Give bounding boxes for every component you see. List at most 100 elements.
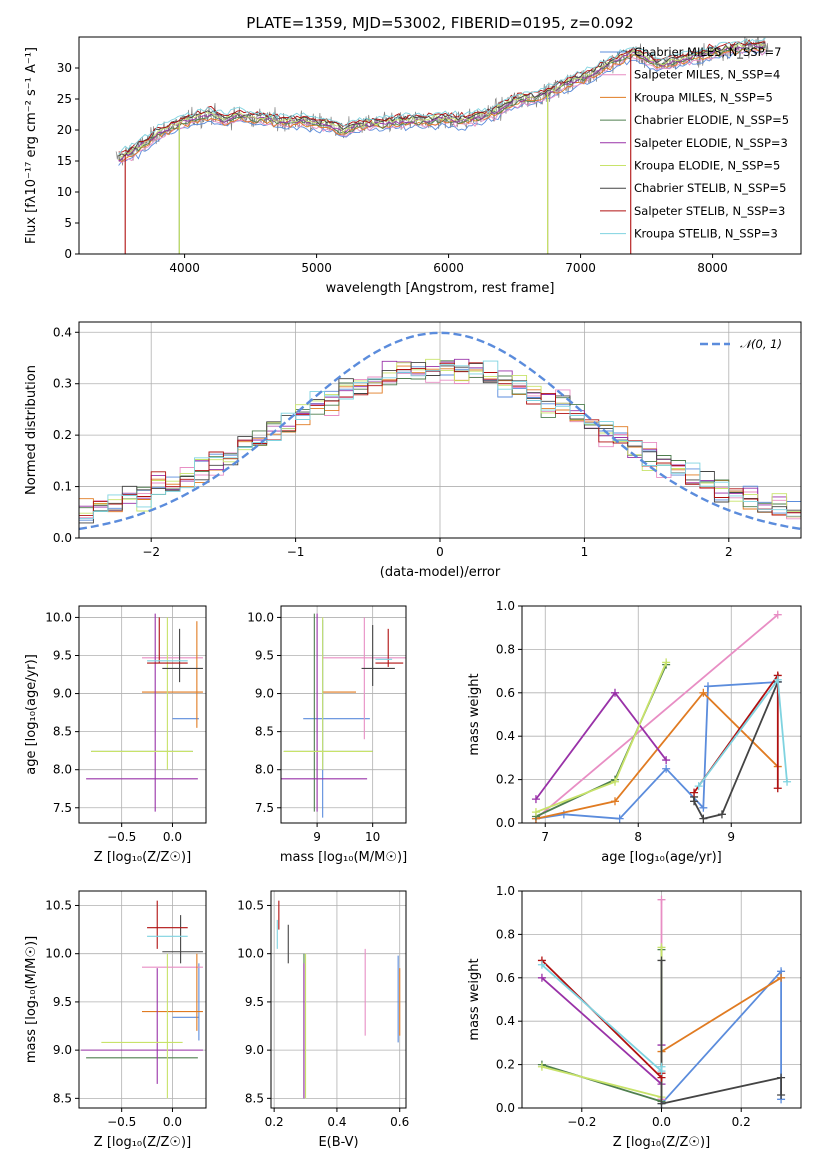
weight-point-marker xyxy=(657,956,666,965)
y-tick-label: 5 xyxy=(64,216,72,230)
x-tick-label: −0.5 xyxy=(107,1115,136,1129)
legend-label: Chabrier ELODIE, N_SSP=5 xyxy=(634,113,789,127)
y-tick-label: 0.1 xyxy=(53,480,72,494)
legend-label: Kroupa ELODIE, N_SSP=5 xyxy=(634,159,780,173)
x-tick-label: 2 xyxy=(725,545,733,559)
legend-label: Salpeter MILES, N_SSP=4 xyxy=(634,68,780,82)
y-tick-label: 10.0 xyxy=(45,947,72,961)
weight-point-marker xyxy=(699,803,708,812)
weight-series-kroupa_elodie xyxy=(537,943,666,1102)
y-tick-label: 0.2 xyxy=(53,428,72,442)
y-tick-label: 0.0 xyxy=(496,816,515,830)
model-spectrum-chabrier_miles xyxy=(118,50,766,166)
model-spectrum-salpeter_miles xyxy=(118,48,766,164)
normal-distribution-curve xyxy=(79,331,801,531)
weight-point-marker xyxy=(611,797,619,806)
y-tick-label: 0.6 xyxy=(496,971,515,985)
y-tick-label: 30 xyxy=(57,61,72,75)
legend-entry-salpeter_elodie: Salpeter ELODIE, N_SSP=3 xyxy=(600,136,788,150)
y-tick-label: 0.4 xyxy=(496,729,515,743)
residuals-xlabel: (data-model)/error xyxy=(380,565,501,580)
y-tick-label: 0.0 xyxy=(496,1101,515,1115)
age_vs_mass-xlabel: mass [log₁₀(M/M☉)] xyxy=(280,850,407,865)
y-tick-label: 8.5 xyxy=(245,1091,264,1105)
y-tick-label: 8.0 xyxy=(53,763,72,777)
y-tick-label: 9.5 xyxy=(255,648,274,662)
y-tick-label: 0.2 xyxy=(496,1058,515,1072)
residuals-panel: −2 −1 0 1 2 0.0 0.1 0.2 0.3 0.4 (data-model)/error… xyxy=(24,321,802,580)
spectrum-title: PLATE=1359, MJD=53002, FIBERID=0195, z=0… xyxy=(246,14,633,32)
y-tick-label: 10.5 xyxy=(45,898,72,912)
y-tick-label: 0.3 xyxy=(53,377,72,391)
weight_vs_Z-panel: −0.2 0.0 0.2 0.0 0.2 0.4 0.6 0.8 1.0 Z [log₁₀(Z/Z… xyxy=(467,884,802,1150)
x-tick-label: 0.0 xyxy=(163,1115,182,1129)
weight-line xyxy=(541,964,663,1074)
weight_vs_Z-xlabel: Z [log₁₀(Z/Z☉)] xyxy=(613,1135,710,1150)
weight-point-marker xyxy=(615,814,624,823)
spectrum-frame xyxy=(78,36,802,255)
x-tick-label: 8000 xyxy=(697,261,728,275)
legend-label: Kroupa MILES, N_SSP=5 xyxy=(634,90,773,104)
y-tick-label: 15 xyxy=(57,154,72,168)
weight-series-kroupa_elodie xyxy=(531,658,671,817)
y-tick-label: 8.5 xyxy=(255,725,274,739)
y-tick-label: 10.0 xyxy=(45,610,72,624)
weight_vs_age-panel: 7 8 9 0.0 0.2 0.4 0.6 0.8 1.0 age [log₁₀(age/yr)]… xyxy=(467,599,802,865)
spectrum-ylabel: Flux [fλ10⁻¹⁷ erg cm⁻² s⁻¹ A⁻¹] xyxy=(24,47,39,244)
weight-point-marker xyxy=(611,688,619,697)
mass_vs_ebv-frame xyxy=(270,890,407,1109)
x-tick-label: 0.0 xyxy=(163,830,182,844)
weight-line xyxy=(660,968,782,1105)
x-tick-label: 8 xyxy=(634,830,642,844)
y-tick-label: 7.5 xyxy=(255,801,274,815)
weight-point-marker xyxy=(531,808,540,817)
weight-point-marker xyxy=(699,688,708,697)
residuals-ylabel: Normed distribution xyxy=(24,365,39,495)
x-tick-label: 7 xyxy=(541,830,549,844)
x-tick-label: 6000 xyxy=(433,261,464,275)
legend-entry-salpeter_stelib: Salpeter STELIB, N_SSP=3 xyxy=(600,204,785,218)
y-tick-label: 0.8 xyxy=(496,927,515,941)
age_vs_mass-panel: 9 10 7.5 8.0 8.5 9.0 9.5 10.0 mass [log₁₀(M/M☉)] xyxy=(247,605,407,865)
y-tick-label: 0.8 xyxy=(496,642,515,656)
legend-entry-kroupa_miles: Kroupa MILES, N_SSP=5 xyxy=(600,90,773,104)
weight_vs_age-ylabel: mass weight xyxy=(467,673,482,755)
weight-series-chabrier_miles xyxy=(657,967,786,1108)
weight-point-marker xyxy=(690,797,699,806)
weight-point-marker xyxy=(773,610,782,619)
weight-point-marker xyxy=(717,810,726,819)
spectrum-panel: 4000 5000 6000 7000 8000 0 5 10 15 20 25 30 waveleng… xyxy=(24,36,802,296)
weight-point-marker xyxy=(611,777,619,786)
y-tick-label: 1.0 xyxy=(496,884,515,898)
legend-entry-kroupa_stelib: Kroupa STELIB, N_SSP=3 xyxy=(600,227,778,241)
y-tick-label: 10.5 xyxy=(237,898,264,912)
weight-series-kroupa_stelib xyxy=(694,675,792,791)
residuals-plot-area xyxy=(79,322,801,538)
x-tick-label: −0.2 xyxy=(567,1115,596,1129)
x-tick-label: 9 xyxy=(727,830,735,844)
model-spectrum-kroupa_miles xyxy=(118,47,766,163)
age_vs_Z-frame xyxy=(78,605,207,824)
x-tick-label: −0.5 xyxy=(107,830,136,844)
y-tick-label: 9.0 xyxy=(255,687,274,701)
weight-point-marker xyxy=(777,1073,786,1082)
y-tick-label: 20 xyxy=(57,123,72,137)
y-tick-label: 25 xyxy=(57,92,72,106)
legend-label: Salpeter STELIB, N_SSP=3 xyxy=(634,204,785,218)
y-tick-label: 9.0 xyxy=(53,687,72,701)
weight-point-marker xyxy=(704,682,712,691)
x-tick-label: 5000 xyxy=(301,261,332,275)
weight_vs_Z-ylabel: mass weight xyxy=(467,958,482,1040)
y-tick-label: 8.5 xyxy=(53,725,72,739)
weight-point-marker xyxy=(662,756,671,765)
weight-line xyxy=(660,960,782,1105)
x-tick-label: 0 xyxy=(436,545,444,559)
weight-line xyxy=(661,977,782,1053)
x-tick-label: 1 xyxy=(581,545,589,559)
y-tick-label: 9.5 xyxy=(53,648,72,662)
y-tick-label: 0.6 xyxy=(496,686,515,700)
y-tick-label: 10.0 xyxy=(237,947,264,961)
x-tick-label: 10 xyxy=(365,830,380,844)
mass_vs_ebv-plot-area xyxy=(271,891,406,1108)
residuals-legend: 𝒩(0, 1) xyxy=(700,337,782,351)
